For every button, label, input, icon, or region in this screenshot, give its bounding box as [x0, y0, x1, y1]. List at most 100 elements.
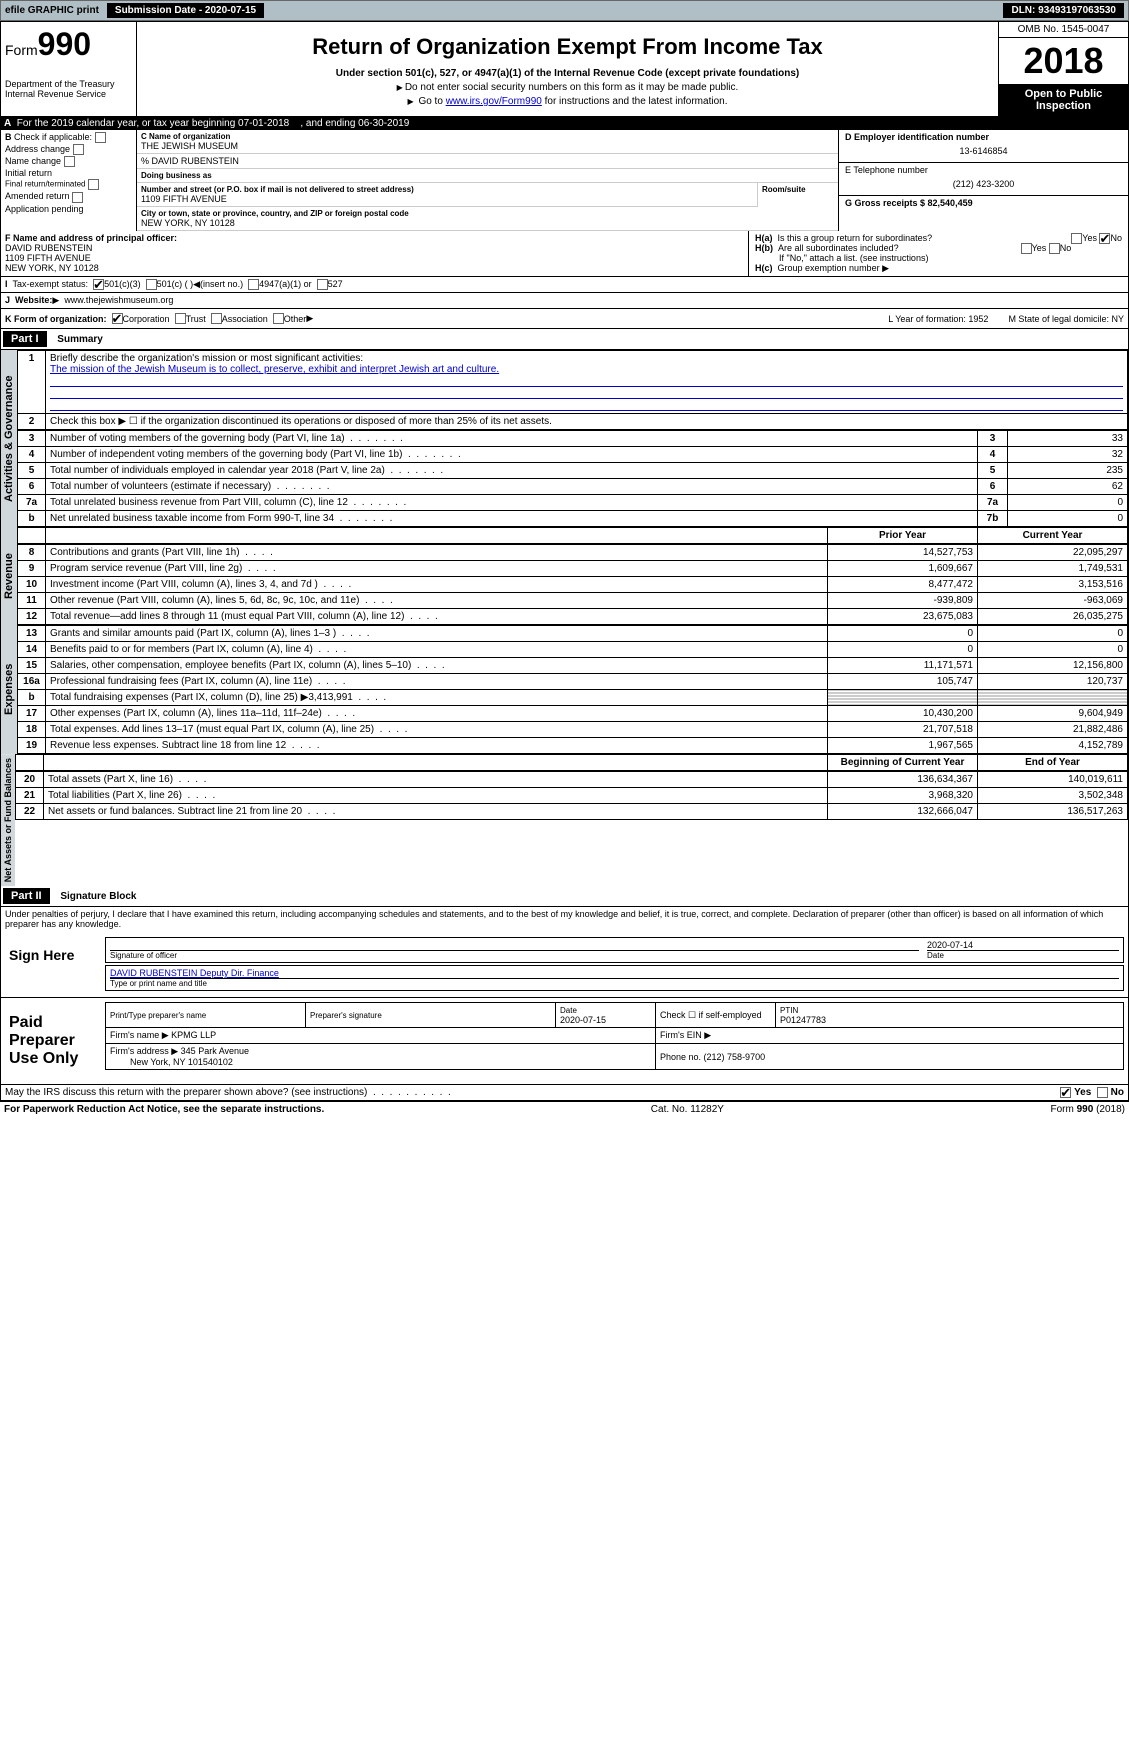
sign-here-block: Sign Here Signature of officer 2020-07-1…	[0, 931, 1129, 998]
row-k: K Form of organization: Corporation Trus…	[0, 309, 1129, 329]
form-num: 990	[38, 26, 91, 62]
prep-date-lbl: Date	[560, 1006, 577, 1015]
footer-center: Cat. No. 11282Y	[651, 1104, 724, 1115]
ptin-label: PTIN	[780, 1006, 798, 1015]
officer-name: DAVID RUBENSTEIN	[5, 243, 92, 253]
ha-no-cb[interactable]	[1099, 233, 1110, 244]
cb-other[interactable]	[273, 313, 284, 324]
opt-4947: 4947(a)(1) or	[259, 279, 312, 290]
firm-addr2: New York, NY 101540102	[130, 1057, 233, 1067]
hb-note: If "No," attach a list. (see instruction…	[755, 253, 1122, 263]
prior-year-header: Prior Year	[879, 530, 926, 541]
date-label: Date	[927, 950, 1119, 960]
row-f: F Name and address of principal officer:…	[0, 231, 1129, 277]
cb-amended[interactable]: Amended return	[5, 191, 132, 202]
officer-addr2: NEW YORK, NY 10128	[5, 263, 99, 273]
cb-address-change[interactable]: Address change	[5, 144, 132, 155]
form-subtitle: Under section 501(c), 527, or 4947(a)(1)…	[145, 68, 990, 79]
cb-4947[interactable]	[248, 279, 259, 290]
ein-label: D Employer identification number	[845, 132, 989, 142]
check-applicable: Check if applicable:	[14, 132, 92, 142]
may-irs-text: May the IRS discuss this return with the…	[5, 1087, 367, 1098]
governance-section: Activities & Governance 1 Briefly descri…	[0, 350, 1129, 527]
firm-phone: Phone no. (212) 758-9700	[656, 1044, 1124, 1070]
irs-link[interactable]: www.irs.gov/Form990	[446, 96, 542, 107]
cb-pending[interactable]: Application pending	[5, 204, 132, 214]
table-row: 3Number of voting members of the governi…	[18, 431, 1128, 447]
prep-sig-label: Preparer's signature	[310, 1011, 382, 1020]
table-row: 7aTotal unrelated business revenue from …	[18, 495, 1128, 511]
form-prefix: Form	[5, 42, 38, 58]
efile-label: efile GRAPHIC print	[5, 5, 99, 16]
hb-no-cb[interactable]	[1049, 243, 1060, 254]
current-year-header: Current Year	[1023, 530, 1083, 541]
netassets-section: Net Assets or Fund Balances Beginning of…	[0, 754, 1129, 886]
note-ssn: Do not enter social security numbers on …	[145, 82, 990, 93]
mission-text[interactable]: The mission of the Jewish Museum is to c…	[50, 364, 499, 375]
ha-yes-cb[interactable]	[1071, 233, 1082, 244]
phone-label: E Telephone number	[845, 165, 1122, 175]
website-label: Website:	[15, 295, 52, 306]
table-row: 18Total expenses. Add lines 13–17 (must …	[18, 722, 1128, 738]
cb-name-change[interactable]: Name change	[5, 156, 132, 167]
firm-addr1: 345 Park Avenue	[181, 1046, 249, 1056]
firm-ein-label: Firm's EIN	[660, 1030, 702, 1040]
table-row: 17Other expenses (Part IX, column (A), l…	[18, 706, 1128, 722]
ha-label: H(a)	[755, 233, 773, 243]
table-row: 4Number of independent voting members of…	[18, 447, 1128, 463]
checkbox[interactable]	[95, 132, 106, 143]
firm-addr-label: Firm's address	[110, 1046, 169, 1056]
paid-prep-label: Paid Preparer Use Only	[5, 1002, 105, 1080]
cb-final-return[interactable]: Final return/terminated	[5, 179, 132, 190]
no: No	[1111, 1087, 1124, 1098]
cb-initial-return[interactable]: Initial return	[5, 168, 132, 178]
goto-prefix: Go to	[418, 96, 445, 107]
irs-yes-cb[interactable]	[1060, 1087, 1071, 1098]
firm-name-label: Firm's name	[110, 1030, 159, 1040]
col-de: D Employer identification number 13-6146…	[838, 130, 1128, 231]
tax-status-label: Tax-exempt status:	[13, 279, 89, 290]
opt-other: Other	[284, 314, 307, 324]
no-label: No	[1060, 243, 1072, 253]
cb-trust[interactable]	[175, 313, 186, 324]
hb-yes-cb[interactable]	[1021, 243, 1032, 254]
topbar: efile GRAPHIC print Submission Date - 20…	[0, 0, 1129, 21]
irs-no-cb[interactable]	[1097, 1087, 1108, 1098]
may-irs-row: May the IRS discuss this return with the…	[0, 1085, 1129, 1101]
hc-text: Group exemption number	[778, 263, 880, 273]
table-row: 19Revenue less expenses. Subtract line 1…	[18, 738, 1128, 754]
cb-501c3[interactable]	[93, 279, 104, 290]
yes-label: Yes	[1032, 243, 1047, 253]
department: Department of the Treasury Internal Reve…	[5, 79, 132, 99]
prep-date: 2020-07-15	[560, 1015, 606, 1025]
website-url: www.thejewishmuseum.org	[64, 295, 173, 306]
city-label: City or town, state or province, country…	[141, 209, 834, 218]
opt-trust: Trust	[186, 314, 206, 324]
yes-label: Yes	[1082, 233, 1097, 243]
ptin: P01247783	[780, 1015, 826, 1025]
cb-assoc[interactable]	[211, 313, 222, 324]
cb-527[interactable]	[317, 279, 328, 290]
ha-text: Is this a group return for subordinates?	[778, 233, 933, 243]
insert-no: (insert no.)	[200, 279, 243, 290]
cb-corp[interactable]	[112, 313, 123, 324]
form-org-label: K Form of organization:	[5, 314, 107, 324]
col-c: C Name of organization THE JEWISH MUSEUM…	[137, 130, 838, 231]
info-grid: B Check if applicable: Address change Na…	[0, 130, 1129, 231]
table-row: 10Investment income (Part VIII, column (…	[18, 577, 1128, 593]
table-row: 11Other revenue (Part VIII, column (A), …	[18, 593, 1128, 609]
no-label: No	[1110, 233, 1122, 243]
officer-printed[interactable]: DAVID RUBENSTEIN Deputy Dir. Finance	[110, 968, 279, 978]
part2-header: Part II	[3, 888, 50, 904]
addr-label: Number and street (or P.O. box if mail i…	[141, 185, 753, 194]
year-formation: L Year of formation: 1952	[888, 314, 988, 324]
firm-name: KPMG LLP	[171, 1030, 216, 1040]
cb-501c[interactable]	[146, 279, 157, 290]
opt-corp: Corporation	[123, 314, 170, 324]
hc-label: H(c)	[755, 263, 773, 273]
ein: 13-6146854	[845, 142, 1122, 160]
dba-label: Doing business as	[141, 171, 834, 180]
submission-date: Submission Date - 2020-07-15	[107, 3, 264, 18]
sig-officer-label: Signature of officer	[110, 950, 919, 960]
table-row: 6Total number of volunteers (estimate if…	[18, 479, 1128, 495]
